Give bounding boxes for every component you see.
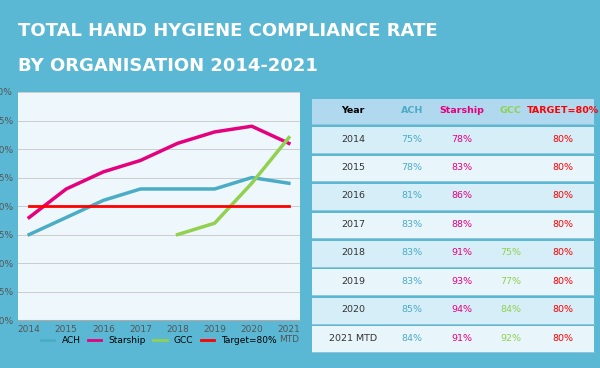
Text: 83%: 83% xyxy=(401,248,422,258)
Text: 85%: 85% xyxy=(401,305,422,314)
Text: 88%: 88% xyxy=(451,220,472,229)
Text: 80%: 80% xyxy=(553,305,574,314)
FancyBboxPatch shape xyxy=(312,212,594,238)
Text: 80%: 80% xyxy=(553,191,574,201)
Text: BY ORGANISATION 2014-2021: BY ORGANISATION 2014-2021 xyxy=(18,57,317,74)
Text: 2014: 2014 xyxy=(341,135,365,144)
FancyBboxPatch shape xyxy=(312,241,594,267)
Text: 92%: 92% xyxy=(500,334,521,343)
FancyBboxPatch shape xyxy=(312,298,594,323)
Text: 83%: 83% xyxy=(451,163,472,172)
Text: 80%: 80% xyxy=(553,248,574,258)
Text: 94%: 94% xyxy=(451,305,472,314)
Text: 80%: 80% xyxy=(553,135,574,144)
Text: 83%: 83% xyxy=(401,220,422,229)
Text: 75%: 75% xyxy=(401,135,422,144)
Text: GCC: GCC xyxy=(500,106,522,115)
Text: 93%: 93% xyxy=(451,277,472,286)
Text: 86%: 86% xyxy=(451,191,472,201)
Text: 2015: 2015 xyxy=(341,163,365,172)
Text: Starship: Starship xyxy=(439,106,484,115)
FancyBboxPatch shape xyxy=(312,99,594,124)
FancyBboxPatch shape xyxy=(312,184,594,210)
FancyBboxPatch shape xyxy=(312,269,594,295)
Text: 2019: 2019 xyxy=(341,277,365,286)
Text: 75%: 75% xyxy=(500,248,521,258)
Text: 80%: 80% xyxy=(553,277,574,286)
Legend: ACH, Starship, GCC, Target=80%: ACH, Starship, GCC, Target=80% xyxy=(37,332,281,348)
Text: 78%: 78% xyxy=(401,163,422,172)
Text: TARGET=80%: TARGET=80% xyxy=(527,106,599,115)
Text: 91%: 91% xyxy=(451,248,472,258)
Text: 77%: 77% xyxy=(500,277,521,286)
Text: 80%: 80% xyxy=(553,220,574,229)
Text: 2016: 2016 xyxy=(341,191,365,201)
Text: 2020: 2020 xyxy=(341,305,365,314)
FancyBboxPatch shape xyxy=(312,156,594,181)
Text: 91%: 91% xyxy=(451,334,472,343)
Text: 84%: 84% xyxy=(500,305,521,314)
Text: 84%: 84% xyxy=(401,334,422,343)
Text: 2021 MTD: 2021 MTD xyxy=(329,334,377,343)
Text: 78%: 78% xyxy=(451,135,472,144)
FancyBboxPatch shape xyxy=(312,127,594,153)
Text: 80%: 80% xyxy=(553,334,574,343)
Text: Year: Year xyxy=(341,106,365,115)
Text: TOTAL HAND HYGIENE COMPLIANCE RATE: TOTAL HAND HYGIENE COMPLIANCE RATE xyxy=(18,22,437,40)
Text: 81%: 81% xyxy=(401,191,422,201)
Text: 2017: 2017 xyxy=(341,220,365,229)
Text: 80%: 80% xyxy=(553,163,574,172)
Text: ACH: ACH xyxy=(401,106,423,115)
FancyBboxPatch shape xyxy=(312,326,594,352)
Text: 83%: 83% xyxy=(401,277,422,286)
Text: 2018: 2018 xyxy=(341,248,365,258)
